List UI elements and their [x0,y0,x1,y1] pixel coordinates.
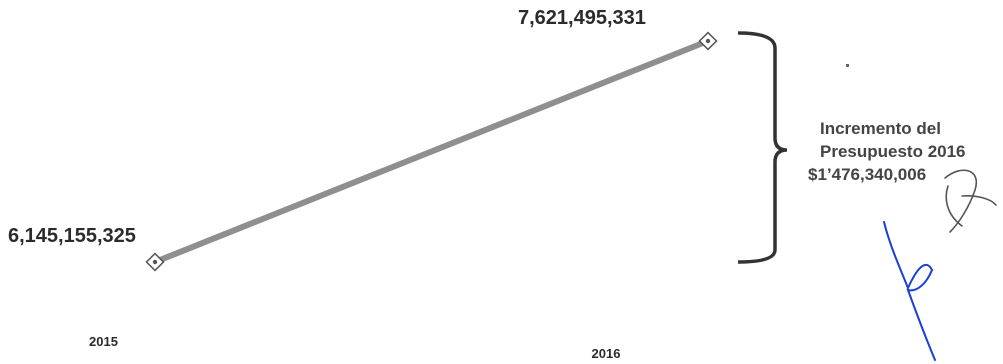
annotation-line-2: Presupuesto 2016 [820,142,966,161]
annotation-line-1: Incremento del [820,119,941,138]
stray-mark [846,64,849,67]
data-label-2015: 6,145,155,325 [8,225,136,247]
data-point-2016 [698,31,718,51]
series-line [152,38,711,265]
x-tick-label-2015: 2015 [89,334,118,349]
increment-bracket [737,31,788,264]
data-label-2016: 7,621,495,331 [518,7,646,29]
handwritten-blue-signature [883,221,936,361]
x-tick-label-2016: 2016 [592,346,621,361]
data-point-2015 [145,252,165,272]
annotation-line-3: $1’476,340,006 [808,165,926,184]
handwritten-initial-signature [944,169,997,233]
